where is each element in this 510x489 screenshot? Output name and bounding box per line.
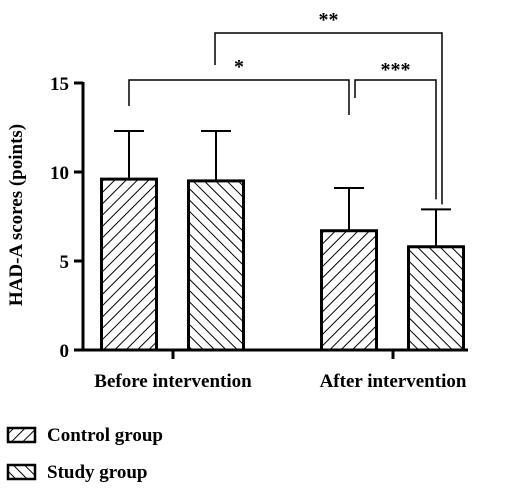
bar-control-1 (320, 229, 378, 352)
y-tick-label: 0 (60, 341, 70, 362)
bar-study-0 (187, 179, 245, 352)
legend-label: Study group (47, 462, 148, 483)
legend-swatch (6, 463, 37, 481)
x-tick-label: After intervention (320, 371, 467, 392)
y-axis-label: HAD-A scores (points) (6, 124, 27, 306)
significance-bracket (354, 79, 437, 200)
y-tick-label: 10 (50, 163, 69, 184)
bar-control-0 (100, 177, 158, 352)
x-tick-label: Before intervention (94, 371, 252, 392)
legend: Control group Study group (6, 425, 163, 483)
legend-label: Control group (47, 425, 163, 446)
significance-bracket (128, 79, 350, 116)
significance-label: *** (381, 59, 411, 81)
bars (100, 130, 465, 352)
significance-label: ** (319, 9, 339, 31)
legend-swatch (6, 426, 37, 444)
x-axis: Before intervention After intervention (81, 348, 468, 392)
y-tick-label: 5 (60, 252, 70, 273)
significance-label: * (234, 56, 244, 78)
y-tick-label: 15 (50, 74, 69, 95)
bar-study-1 (407, 245, 465, 352)
y-axis: 0 5 10 15 (50, 74, 85, 362)
significance-bracket (214, 32, 443, 205)
significance-brackets: * ***** (128, 9, 443, 205)
